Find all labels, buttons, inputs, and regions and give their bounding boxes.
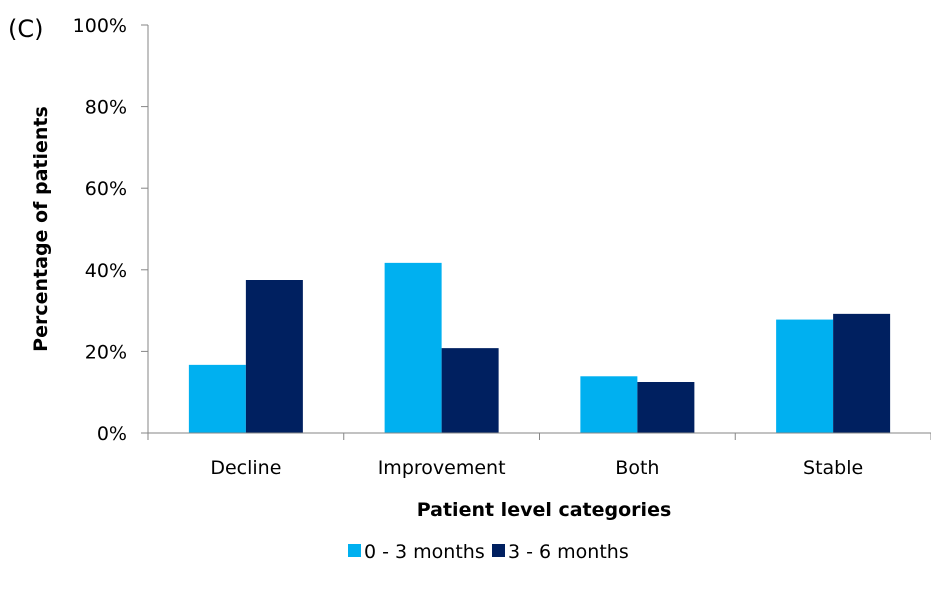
bar-both-series-2 [637, 382, 695, 433]
legend: 0 - 3 months 3 - 6 months [348, 541, 629, 563]
y-axis-title: Percentage of patients [30, 106, 52, 352]
y-axis-ticks: 0% 20% 40% 60% 80% 100% [73, 15, 148, 445]
legend-swatch [492, 544, 505, 557]
legend-swatch [348, 544, 361, 557]
x-axis-title: Patient level categories [417, 499, 672, 521]
bar-improvement-series-1 [384, 262, 442, 433]
x-tick-label: Improvement [378, 457, 506, 479]
legend-label: 3 - 6 months [508, 541, 629, 563]
bar-decline-series-1 [188, 364, 246, 433]
y-tick-label: 80% [85, 97, 127, 119]
y-tick-label: 0% [97, 423, 127, 445]
bar-improvement-series-2 [441, 348, 499, 433]
bar-both-series-1 [580, 376, 638, 433]
bar-decline-series-2 [245, 280, 303, 433]
bar-stable-series-1 [776, 319, 834, 433]
panel-label: (C) [8, 15, 43, 43]
x-axis-ticks: Decline Improvement Both Stable [147, 433, 931, 479]
y-tick-label: 20% [85, 341, 127, 363]
bars [188, 262, 891, 433]
y-tick-label: 60% [85, 178, 127, 200]
y-tick-label: 40% [85, 260, 127, 282]
bar-stable-series-2 [833, 313, 891, 433]
legend-label: 0 - 3 months [364, 541, 485, 563]
x-tick-label: Decline [210, 457, 281, 479]
x-tick-label: Both [615, 457, 659, 479]
y-tick-label: 100% [73, 15, 127, 37]
x-tick-label: Stable [803, 457, 863, 479]
